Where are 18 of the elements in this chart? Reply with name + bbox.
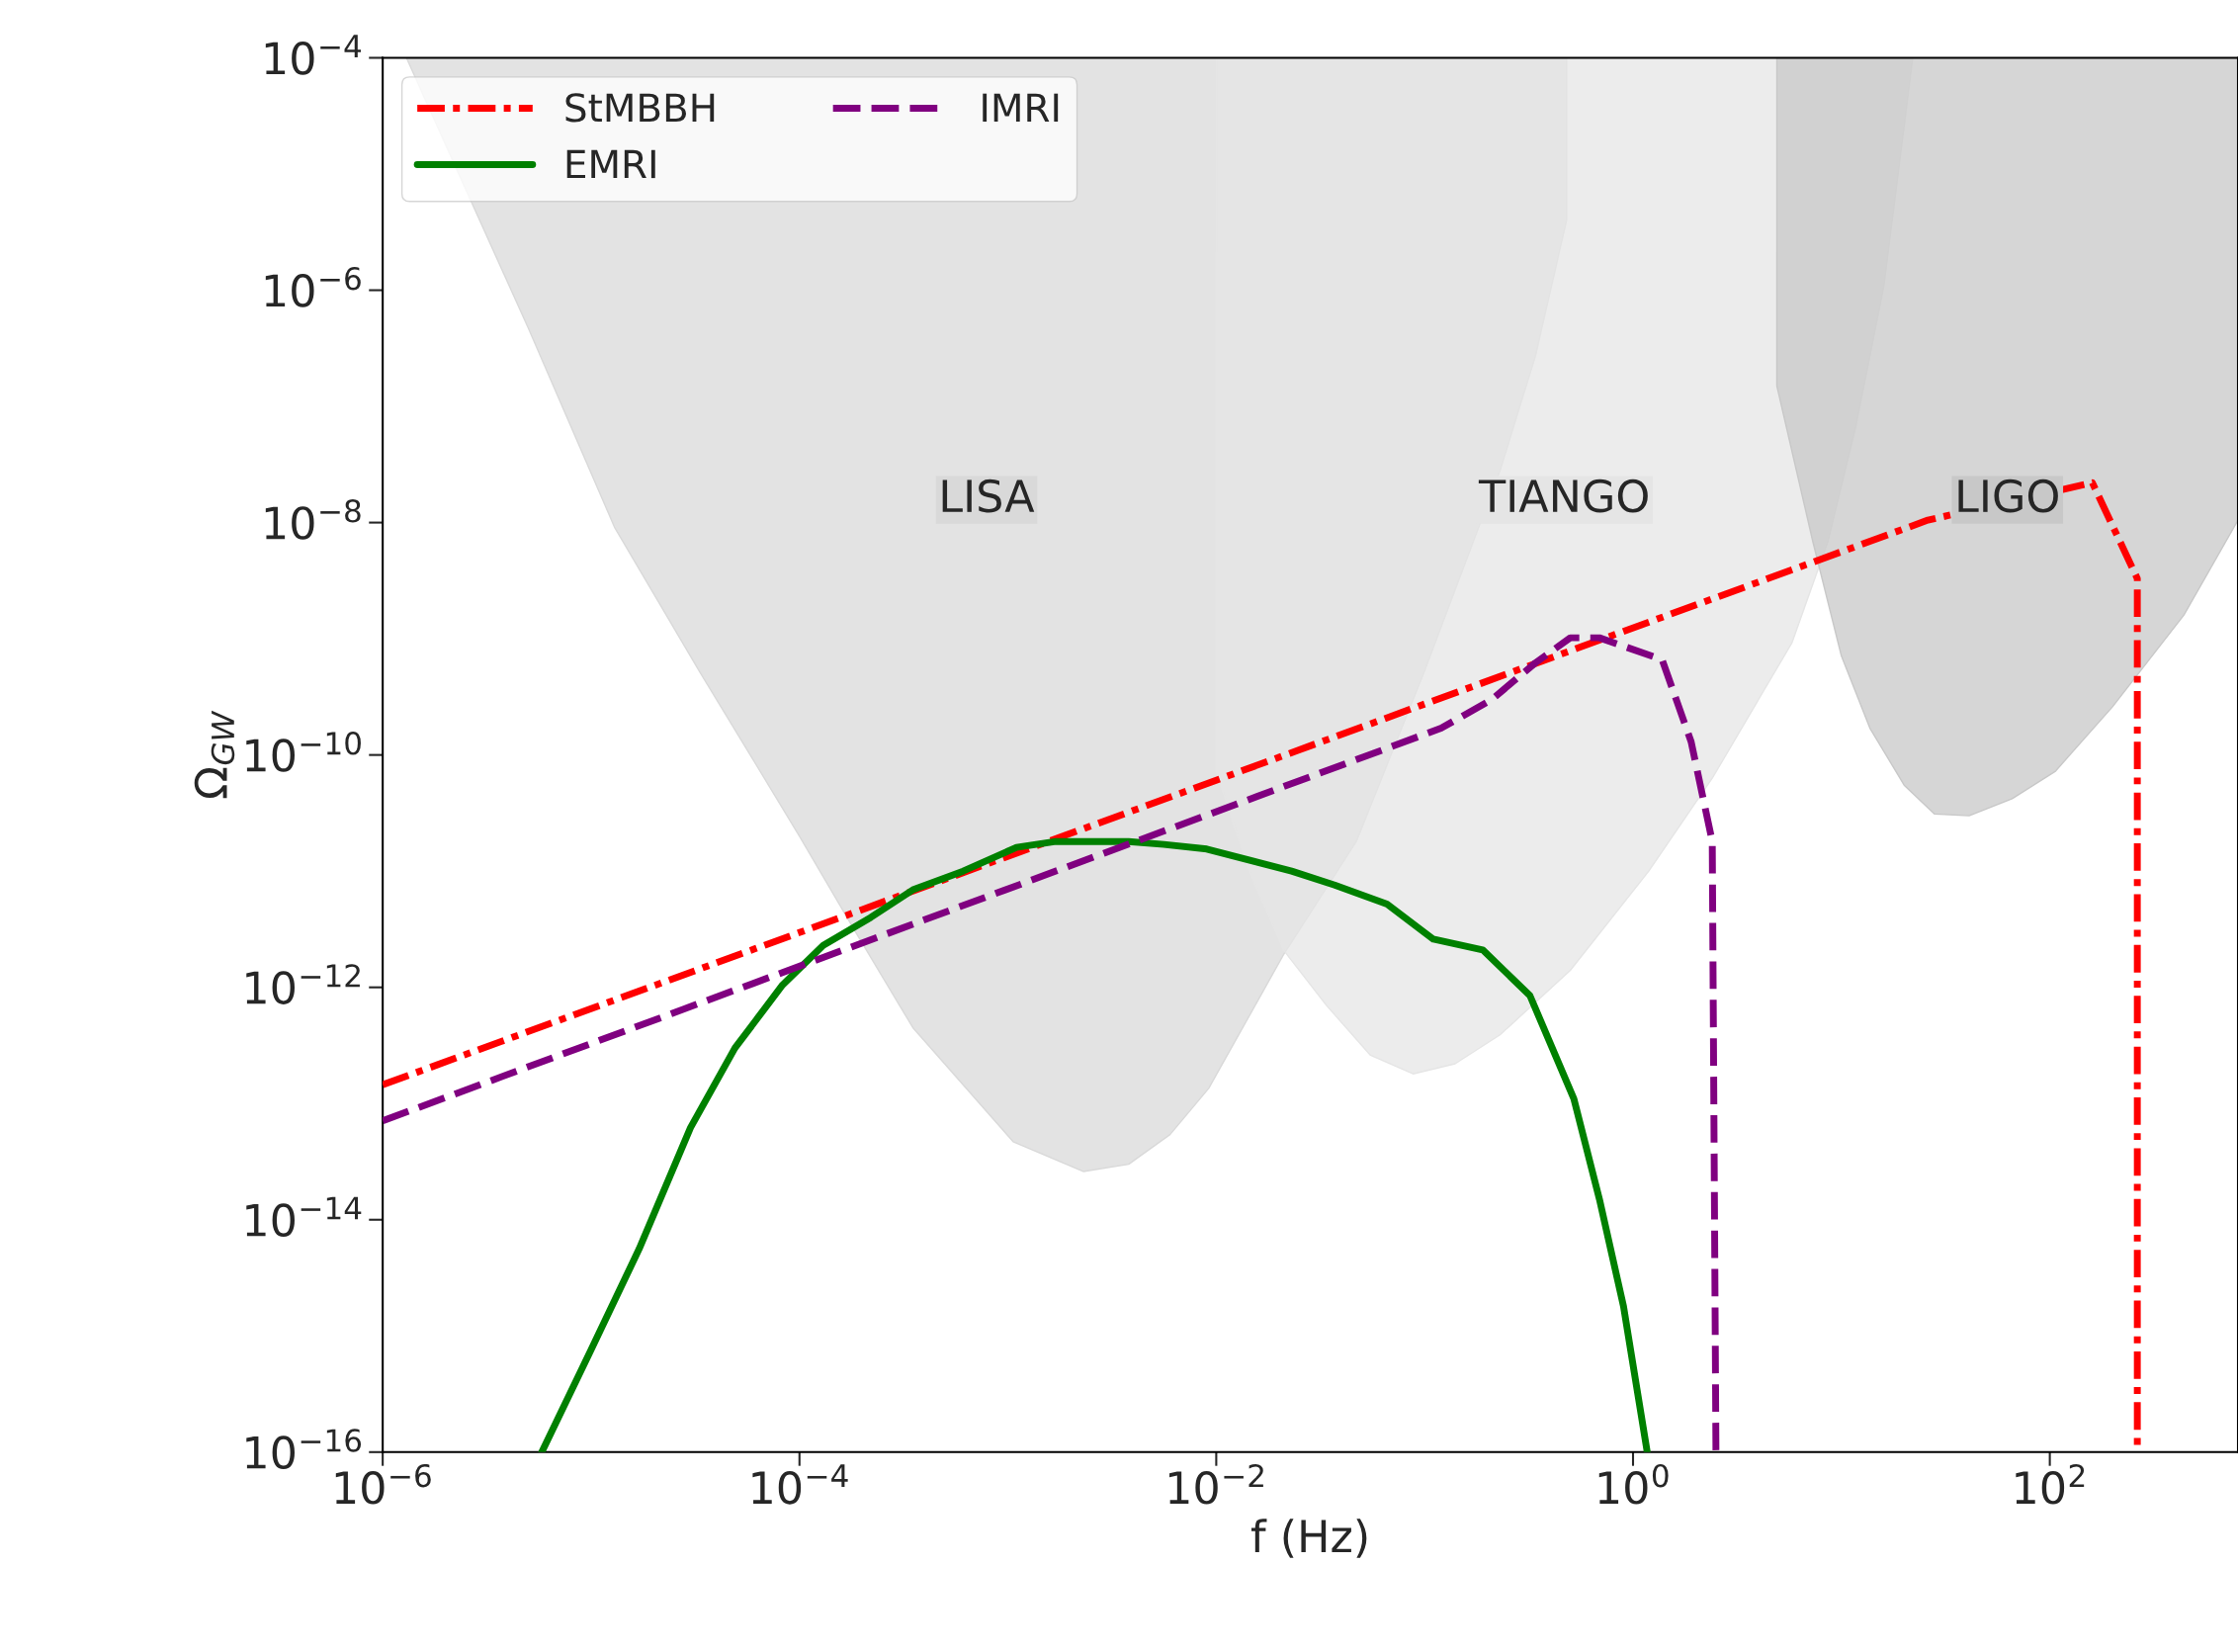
x-tick-label: 10$^{0}$: [1598, 1463, 1669, 1505]
legend-label: IMRI: [983, 93, 1059, 123]
y-tick-label: 10$^{−10}$: [246, 732, 361, 772]
x-tick-label: 10$^{2}$: [2016, 1463, 2085, 1505]
legend-label: EMRI: [566, 149, 655, 179]
x-axis-title: f (Hz): [1250, 1519, 1367, 1558]
x-tick-label: 10$^{−4}$: [752, 1464, 848, 1505]
y-tick-label: 10$^{−14}$: [246, 1196, 362, 1237]
y-tick-label: 10$^{−8}$: [265, 499, 361, 540]
y-tick-label: 10$^{−4}$: [265, 35, 362, 75]
y-axis-title: Ω$_{GW}$: [194, 710, 235, 799]
text: TIANGO: [1478, 478, 1648, 513]
text: LIGO: [1958, 478, 2058, 513]
x-tick-label: 10$^{−2}$: [1169, 1463, 1263, 1505]
y-tick-label: 10$^{−6}$: [265, 266, 361, 307]
y-tick-label: 10$^{−12}$: [246, 964, 360, 1004]
text: LISA: [942, 478, 1035, 513]
legend-label: StMBBH: [565, 93, 715, 123]
